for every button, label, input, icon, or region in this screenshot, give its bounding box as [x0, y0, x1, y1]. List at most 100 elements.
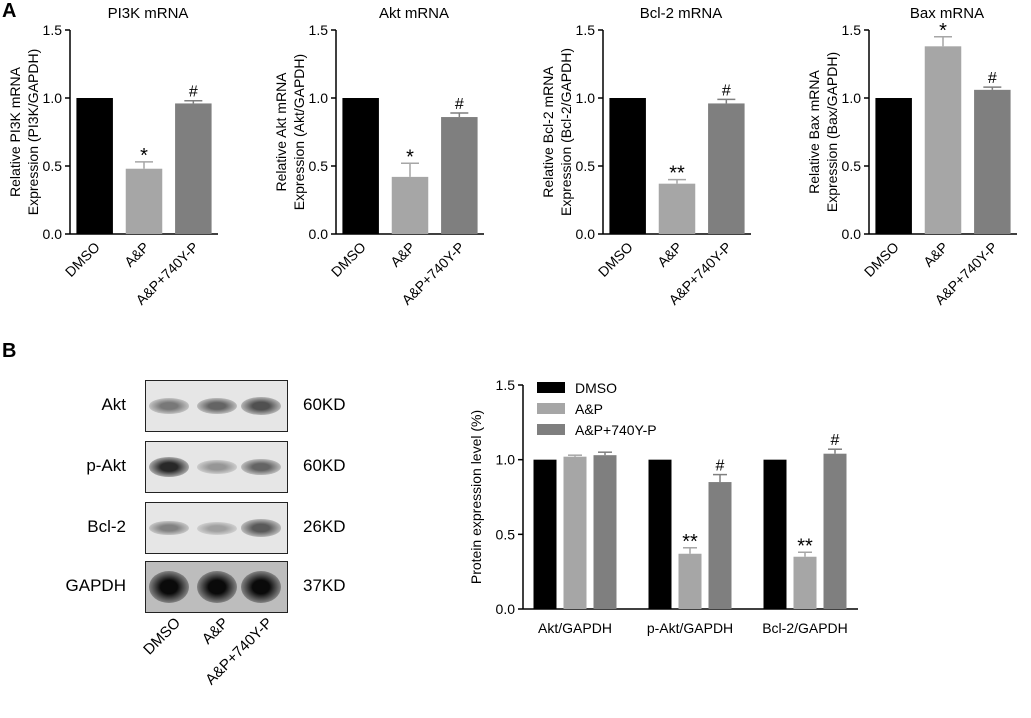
blot-band — [241, 571, 281, 603]
figure-canvas: PI3K mRNA Relative PI3K mRNA Expression (P… — [7, 5, 1017, 636]
chart5-legend-label-1: DMSO — [575, 380, 617, 396]
chart5-ytick-label: 0.0 — [496, 601, 516, 617]
chart3-bar-1 — [609, 98, 646, 234]
chart2-annotation: # — [455, 96, 464, 113]
chart2-ytick-label: 1.0 — [309, 90, 329, 106]
chart4-ytick-label: 0.5 — [842, 158, 862, 174]
blot-band — [241, 397, 281, 415]
chart2-category-label: DMSO — [328, 239, 369, 280]
chart4-ytick-label: 0.0 — [842, 226, 862, 242]
chart1-ytick-label: 0.0 — [43, 226, 63, 242]
chart2-bar-1 — [342, 98, 379, 234]
chart1-ytick-label: 0.5 — [43, 158, 63, 174]
chart4-category-label: DMSO — [861, 239, 902, 280]
chart5-legend-swatch-2 — [537, 403, 565, 414]
chart2-category-label: A&P — [387, 239, 418, 270]
chart5-bar-3-3 — [823, 453, 847, 609]
blot-row-p-akt — [145, 441, 288, 493]
chart2-ytick-label: 1.5 — [309, 22, 329, 38]
blot-kd-label: 60KD — [303, 456, 346, 475]
chart5-category-label: p-Akt/GAPDH — [647, 620, 733, 636]
chart2-ytick-label: 0.0 — [309, 226, 329, 242]
chart3-category-label: A&P — [654, 239, 685, 270]
chart4-category-label: A&P — [920, 239, 951, 270]
chart4-ytick-label: 1.5 — [842, 22, 862, 38]
chart1-bar-1 — [76, 98, 113, 234]
chart4-title: Bax mRNA — [910, 5, 984, 22]
chart3-bar-2 — [658, 183, 696, 234]
chart1-bar-3 — [175, 103, 212, 234]
blot-band — [197, 460, 237, 474]
chart2-ylabel-line1: Relative Akt mRNA — [273, 72, 289, 192]
chart3-ytick-label: 1.0 — [576, 90, 596, 106]
chart4-ytick-label: 1.0 — [842, 90, 862, 106]
chart5-bar-1-1 — [533, 459, 557, 609]
blot-kd-label: 37KD — [303, 576, 346, 595]
chart3-ylabel-line2: Expression (Bcl-2/GAPDH) — [558, 48, 574, 216]
blot-protein-label: GAPDH — [65, 576, 126, 595]
panel-label-a: A — [2, 0, 17, 22]
chart2-title: Akt mRNA — [379, 5, 449, 22]
blot-band — [149, 520, 189, 536]
panel-label-b: B — [2, 340, 17, 362]
chart1-annotation: * — [140, 145, 148, 167]
blot-protein-label: Akt — [101, 395, 126, 414]
chart5-bar-3-2 — [793, 556, 817, 609]
chart4-bar-3 — [974, 89, 1011, 234]
chart5-category-label: Akt/GAPDH — [538, 620, 612, 636]
blot-band — [149, 456, 189, 478]
chart3-ylabel-line1: Relative Bcl-2 mRNA — [540, 66, 556, 198]
chart4-annotation: * — [939, 20, 947, 42]
chart1-ytick-label: 1.5 — [43, 22, 63, 38]
chart5-ylabel: Protein expression level (%) — [468, 410, 484, 584]
chart5-category-label: Bcl-2/GAPDH — [762, 620, 848, 636]
chart1-annotation: # — [189, 84, 198, 101]
blot-band — [241, 458, 281, 476]
chart3-annotation: # — [722, 82, 731, 99]
blot-band — [197, 521, 237, 535]
chart4-bar-2 — [924, 46, 962, 234]
chart4-annotation: # — [988, 70, 997, 87]
chart1-ylabel-line1: Relative PI3K mRNA — [7, 66, 23, 197]
chart4-ylabel-line2: Expression (Bax/GAPDH) — [824, 52, 840, 212]
chart3-bar-3 — [708, 103, 745, 234]
blot-row-bcl-2 — [145, 502, 288, 554]
chart2-annotation: * — [406, 146, 414, 168]
blot-kd-label: 60KD — [303, 395, 346, 414]
chart5-legend-swatch-1 — [537, 382, 565, 393]
blot-kd-label: 26KD — [303, 517, 346, 536]
chart5-legend-swatch-3 — [537, 424, 565, 435]
chart2-ylabel-line2: Expression (Akt/GAPDH) — [291, 54, 307, 210]
chart5-ytick-label: 1.5 — [496, 377, 516, 393]
chart5-annotation: ** — [797, 535, 813, 557]
chart1-title: PI3K mRNA — [108, 5, 189, 22]
blot-protein-label: p-Akt — [86, 456, 126, 475]
chart1-category-label: A&P — [121, 239, 152, 270]
chart3-title: Bcl-2 mRNA — [640, 5, 723, 22]
chart5-bar-2-2 — [678, 553, 702, 609]
blot-band — [241, 519, 281, 537]
chart5-legend-label-2: A&P — [575, 401, 603, 417]
chart1-ytick-label: 1.0 — [43, 90, 63, 106]
chart3-category-label: DMSO — [595, 239, 636, 280]
chart5-bar-2-3 — [708, 482, 732, 609]
chart5-bar-2-1 — [648, 459, 672, 609]
chart2-ytick-label: 0.5 — [309, 158, 329, 174]
chart5-bar-1-3 — [593, 455, 617, 609]
chart1-ylabel-line2: Expression (PI3K/GAPDH) — [25, 49, 41, 216]
blot-band — [149, 398, 189, 414]
chart5-legend-label-3: A&P+740Y-P — [575, 422, 657, 438]
chart1-bar-2 — [125, 168, 163, 234]
chart5-annotation: # — [716, 458, 725, 475]
blot-band — [149, 571, 189, 603]
chart5-ytick-label: 0.5 — [496, 526, 516, 542]
blot-band — [197, 571, 237, 603]
chart5-ytick-label: 1.0 — [496, 452, 516, 468]
chart3-ytick-label: 0.0 — [576, 226, 596, 242]
blot-row-gapdh — [145, 561, 288, 613]
chart3-annotation: ** — [669, 163, 685, 185]
chart2-bar-3 — [441, 117, 478, 234]
chart5-annotation: # — [831, 432, 840, 449]
chart3-ytick-label: 1.5 — [576, 22, 596, 38]
blot-band — [197, 397, 237, 415]
